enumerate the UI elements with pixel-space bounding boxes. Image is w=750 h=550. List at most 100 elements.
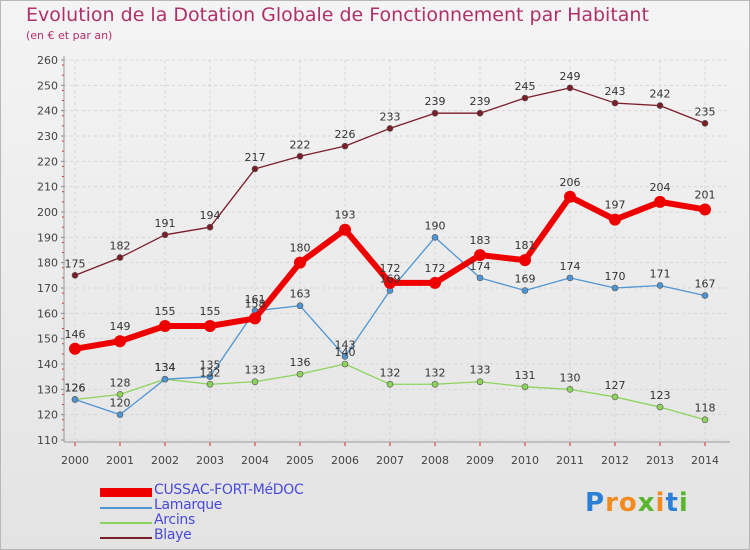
data-point	[656, 403, 664, 411]
logo-letter: x	[637, 488, 656, 518]
data-label: 193	[335, 209, 356, 222]
data-label: 174	[470, 260, 491, 273]
chart-subtitle: (en € et par an)	[26, 29, 113, 42]
data-label: 191	[155, 217, 176, 230]
data-label: 233	[380, 110, 401, 123]
data-point	[609, 213, 621, 226]
data-point	[521, 287, 529, 294]
data-point	[206, 373, 214, 380]
x-tick-label: 2006	[331, 454, 359, 467]
data-label: 249	[560, 70, 581, 83]
data-label: 206	[560, 176, 581, 189]
y-tick-label: 150	[37, 333, 58, 346]
y-tick-label: 160	[37, 307, 58, 320]
data-label: 155	[200, 305, 221, 318]
x-axis: 2000 2001 2002 2003 2004 2005 2006 2007 2008 2009…	[61, 441, 730, 467]
data-label: 155	[155, 305, 176, 318]
chart-title: Evolution de la Dotation Globale de Fonc…	[26, 4, 649, 26]
legend-swatch	[100, 507, 152, 509]
data-point	[341, 353, 349, 360]
data-label: 245	[515, 80, 536, 93]
y-tick-label: 120	[37, 409, 58, 422]
data-point	[69, 342, 81, 355]
data-point	[116, 411, 124, 418]
data-label: 146	[65, 328, 86, 341]
data-point	[701, 292, 709, 299]
data-label: 169	[515, 273, 536, 286]
x-tick-label: 2001	[106, 454, 134, 467]
data-label: 136	[290, 356, 311, 369]
data-label: 134	[155, 361, 176, 374]
data-label: 134	[155, 361, 176, 374]
data-point	[296, 370, 304, 378]
data-point	[566, 274, 574, 282]
legend-swatch	[100, 522, 152, 524]
data-point	[159, 320, 171, 332]
data-label: 243	[605, 85, 626, 98]
data-label: 131	[515, 369, 536, 382]
x-tick-label: 2010	[511, 454, 539, 467]
data-point	[341, 360, 349, 368]
legend-swatch	[100, 488, 152, 497]
data-point	[161, 375, 169, 383]
data-point	[611, 284, 619, 292]
y-tick-label: 210	[37, 181, 58, 194]
y-tick-label: 110	[37, 434, 58, 447]
x-tick-label: 2004	[241, 454, 269, 467]
data-point	[476, 378, 484, 386]
data-point	[701, 416, 709, 424]
data-point	[384, 276, 396, 289]
legend-label: Blaye	[154, 527, 192, 543]
data-point	[611, 393, 619, 401]
y-tick-label: 240	[37, 105, 58, 118]
data-label: 126	[65, 381, 86, 394]
data-point	[476, 274, 484, 282]
data-label: 239	[425, 95, 446, 108]
data-label: 175	[65, 257, 86, 270]
logo-letter: o	[618, 488, 638, 518]
logo-letter: i	[678, 488, 689, 518]
data-point	[251, 165, 259, 173]
data-label: 169	[380, 273, 401, 286]
x-tick-label: 2008	[421, 454, 449, 467]
logo-letter: r	[605, 488, 619, 518]
data-point	[339, 223, 351, 236]
data-label: 133	[245, 364, 266, 377]
data-label: 133	[470, 364, 491, 377]
data-label: 180	[290, 242, 311, 255]
data-point	[656, 282, 664, 289]
data-label: 172	[380, 262, 401, 275]
data-point	[296, 152, 304, 160]
data-point	[521, 94, 529, 102]
data-point	[251, 378, 259, 386]
data-label: 190	[425, 219, 446, 232]
data-label: 143	[335, 338, 356, 351]
data-label: 222	[290, 138, 311, 151]
data-label: 167	[695, 278, 716, 291]
data-point	[71, 396, 79, 403]
data-label: 140	[335, 346, 356, 359]
data-point	[521, 383, 529, 391]
data-label: 226	[335, 128, 356, 141]
data-point	[386, 380, 394, 388]
data-point	[71, 272, 79, 279]
data-label: 201	[695, 188, 716, 201]
data-point	[611, 99, 619, 107]
x-tick-label: 2002	[151, 454, 179, 467]
y-tick-label: 130	[37, 383, 58, 396]
x-tick-label: 2013	[646, 454, 674, 467]
y-tick-label: 170	[37, 282, 58, 295]
data-label: 132	[200, 366, 221, 379]
data-label: 149	[110, 320, 131, 333]
y-tick-label: 230	[37, 130, 58, 143]
data-label: 158	[245, 297, 266, 310]
data-point	[116, 391, 124, 398]
y-tick-label: 250	[37, 79, 58, 92]
data-point	[476, 109, 484, 117]
data-label: 197	[605, 199, 626, 212]
x-tick-label: 2007	[376, 454, 404, 467]
data-point	[474, 249, 486, 262]
x-tick-label: 2014	[691, 454, 719, 467]
grid	[64, 59, 730, 441]
